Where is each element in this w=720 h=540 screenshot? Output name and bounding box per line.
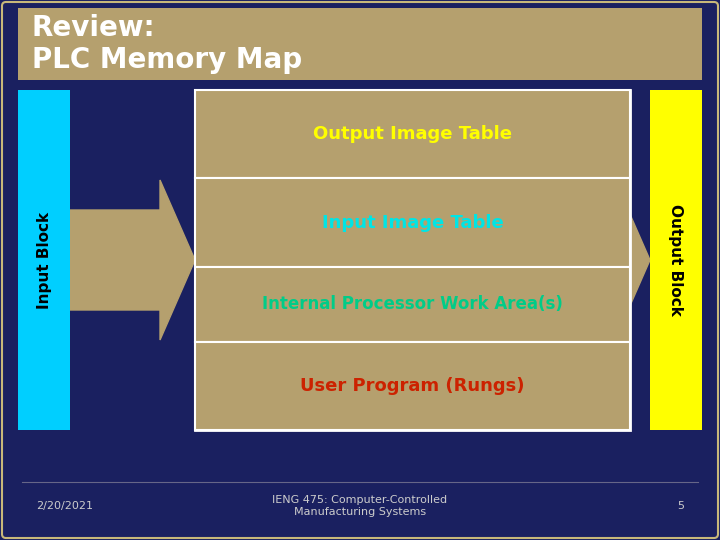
Bar bbox=[18, 90, 70, 430]
Text: Input Image Table: Input Image Table bbox=[322, 214, 503, 232]
Bar bbox=[18, 8, 702, 80]
Text: IENG 475: Computer-Controlled
Manufacturing Systems: IENG 475: Computer-Controlled Manufactur… bbox=[272, 495, 448, 517]
Bar bbox=[195, 178, 630, 267]
Text: 2/20/2021: 2/20/2021 bbox=[36, 501, 93, 511]
FancyArrow shape bbox=[70, 180, 195, 340]
FancyArrow shape bbox=[615, 180, 650, 340]
Text: Output Block: Output Block bbox=[668, 204, 683, 316]
Text: PLC Memory Map: PLC Memory Map bbox=[32, 46, 302, 74]
Bar bbox=[195, 90, 630, 430]
Bar bbox=[195, 342, 630, 430]
Text: Output Image Table: Output Image Table bbox=[313, 125, 512, 143]
Text: Review:: Review: bbox=[32, 14, 156, 42]
Bar bbox=[195, 90, 630, 178]
Bar bbox=[195, 267, 630, 342]
Text: User Program (Rungs): User Program (Rungs) bbox=[300, 377, 525, 395]
Text: Internal Processor Work Area(s): Internal Processor Work Area(s) bbox=[262, 295, 563, 313]
Text: 5: 5 bbox=[677, 501, 684, 511]
Text: Input Block: Input Block bbox=[37, 212, 52, 308]
Bar bbox=[650, 90, 702, 430]
